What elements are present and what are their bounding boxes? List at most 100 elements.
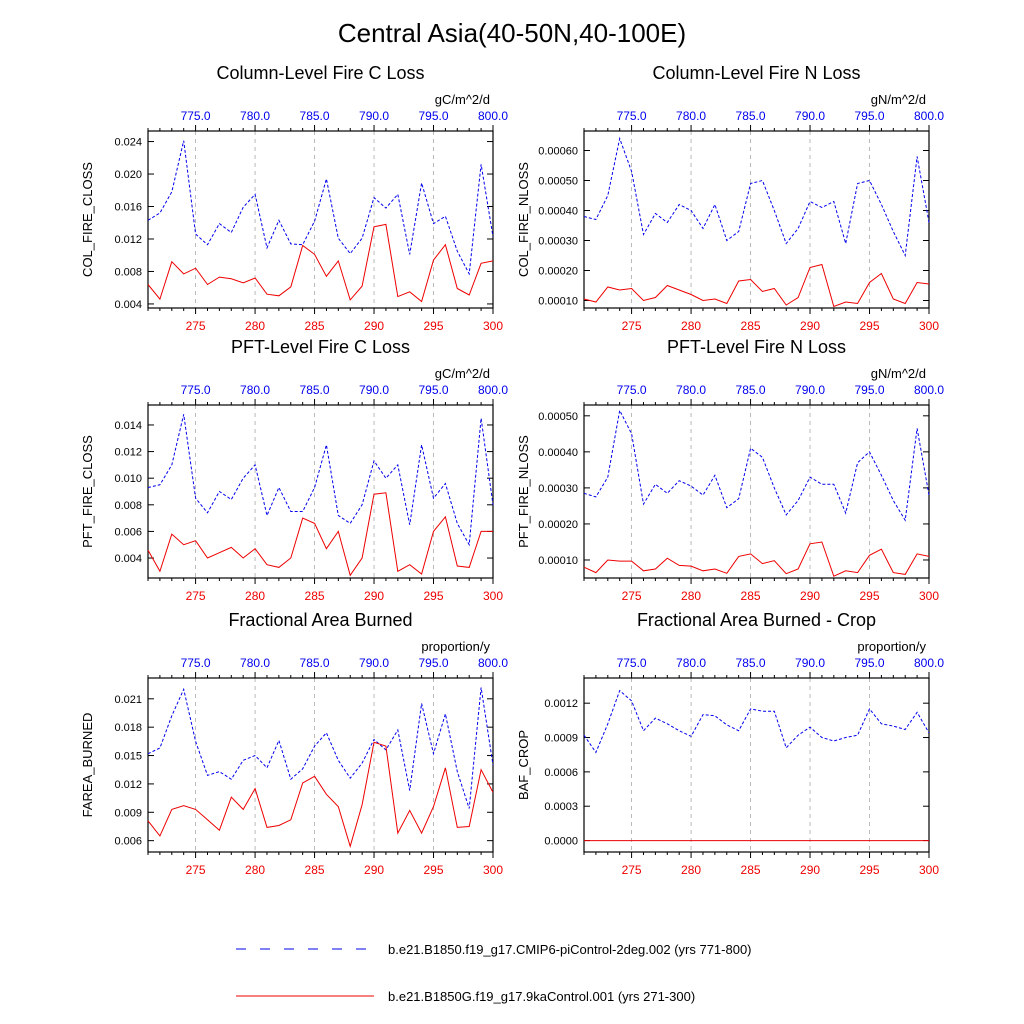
y-tick-label: 0.00050 — [538, 411, 578, 423]
x-top-tick-label: 775.0 — [181, 109, 211, 123]
x-top-tick-label: 790.0 — [359, 383, 389, 397]
x-tick-label: 275 — [186, 589, 206, 603]
y-tick-label: 0.00050 — [538, 176, 578, 188]
y-axis-label: PFT_FIRE_NLOSS — [516, 435, 531, 548]
x-tick-label: 280 — [245, 589, 265, 603]
page-title: Central Asia(40-50N,40-100E) — [338, 18, 686, 48]
x-top-tick-label: 795.0 — [855, 109, 885, 123]
y-tick-label: 0.010 — [114, 473, 142, 485]
x-tick-label: 280 — [245, 319, 265, 333]
y-tick-label: 0.008 — [114, 500, 142, 512]
x-top-tick-label: 780.0 — [676, 109, 706, 123]
x-tick-label: 275 — [186, 863, 206, 877]
x-top-tick-label: 800.0 — [914, 656, 944, 670]
x-top-tick-label: 790.0 — [359, 109, 389, 123]
y-tick-label: 0.00040 — [538, 447, 578, 459]
x-tick-label: 300 — [483, 319, 503, 333]
x-tick-label: 300 — [483, 589, 503, 603]
x-tick-label: 285 — [741, 589, 761, 603]
y-tick-label: 0.006 — [114, 526, 142, 538]
x-tick-label: 290 — [364, 863, 384, 877]
series-line-red — [583, 263, 930, 308]
y-axis-label: BAF_CROP — [516, 730, 531, 800]
y-tick-label: 0.020 — [114, 169, 142, 181]
chart-panel-6: Fractional Area Burned - Crop proportion/… — [516, 610, 944, 877]
x-top-tick-label: 775.0 — [617, 656, 647, 670]
x-tick-label: 275 — [622, 863, 642, 877]
x-top-tick-label: 795.0 — [419, 383, 449, 397]
legend-label-red: b.e21.B1850G.f19_g17.9kaControl.001 (yrs… — [388, 989, 695, 1004]
units-label: proportion/y — [857, 639, 926, 654]
chart-title: Column-Level Fire C Loss — [216, 63, 424, 83]
x-tick-label: 300 — [919, 589, 939, 603]
x-top-tick-label: 800.0 — [478, 383, 508, 397]
y-tick-label: 0.0006 — [544, 767, 578, 779]
x-top-tick-label: 775.0 — [617, 383, 647, 397]
plot-frame — [147, 677, 494, 853]
x-top-tick-label: 785.0 — [300, 383, 330, 397]
chart-title: PFT-Level Fire C Loss — [231, 337, 410, 357]
x-tick-label: 285 — [305, 589, 325, 603]
y-tick-label: 0.0012 — [544, 698, 578, 710]
y-tick-label: 0.00040 — [538, 206, 578, 218]
units-label: gN/m^2/d — [871, 92, 926, 107]
x-tick-label: 295 — [424, 589, 444, 603]
series-line-blue — [147, 414, 494, 547]
x-tick-label: 275 — [622, 319, 642, 333]
chart-title: Column-Level Fire N Loss — [652, 63, 860, 83]
x-top-tick-label: 780.0 — [240, 383, 270, 397]
y-tick-label: 0.004 — [114, 553, 142, 565]
x-top-tick-label: 775.0 — [617, 109, 647, 123]
plot-frame — [147, 404, 494, 579]
units-label: gN/m^2/d — [871, 366, 926, 381]
x-tick-label: 285 — [741, 319, 761, 333]
x-tick-label: 295 — [860, 319, 880, 333]
x-top-tick-label: 785.0 — [300, 656, 330, 670]
units-label: gC/m^2/d — [435, 366, 490, 381]
y-tick-label: 0.008 — [114, 266, 142, 278]
units-label: proportion/y — [421, 639, 490, 654]
chart-title: PFT-Level Fire N Loss — [667, 337, 846, 357]
y-axis-label: COL_FIRE_NLOSS — [516, 162, 531, 277]
series-line-red — [147, 741, 494, 849]
x-tick-label: 285 — [741, 863, 761, 877]
chart-panel-5: Fractional Area Burned proportion/y FAREA_… — [80, 610, 508, 877]
x-tick-label: 290 — [800, 319, 820, 333]
x-top-tick-label: 800.0 — [478, 656, 508, 670]
chart-panel-2: Column-Level Fire N Loss gN/m^2/d COL_FIRE… — [516, 63, 944, 333]
y-tick-label: 0.00060 — [538, 146, 578, 158]
x-top-tick-label: 780.0 — [240, 109, 270, 123]
y-axis-label: COL_FIRE_CLOSS — [80, 162, 95, 277]
y-tick-label: 0.018 — [114, 722, 142, 734]
x-tick-label: 290 — [364, 319, 384, 333]
series-line-blue — [147, 140, 494, 276]
series-line-blue — [583, 689, 930, 754]
x-tick-label: 300 — [919, 319, 939, 333]
y-tick-label: 0.00010 — [538, 296, 578, 308]
series-line-blue — [583, 408, 930, 522]
x-top-tick-label: 775.0 — [181, 656, 211, 670]
y-tick-label: 0.024 — [114, 137, 142, 149]
x-top-tick-label: 800.0 — [914, 383, 944, 397]
legend: b.e21.B1850.f19_g17.CMIP6-piControl-2deg… — [236, 942, 752, 1004]
y-tick-label: 0.015 — [114, 751, 142, 763]
x-top-tick-label: 795.0 — [419, 109, 449, 123]
x-tick-label: 290 — [364, 589, 384, 603]
x-top-tick-label: 795.0 — [855, 383, 885, 397]
chart-panel-4: PFT-Level Fire N Loss gN/m^2/d PFT_FIRE_NL… — [516, 337, 944, 603]
y-tick-label: 0.00030 — [538, 236, 578, 248]
series-line-blue — [583, 136, 930, 258]
x-top-tick-label: 790.0 — [795, 383, 825, 397]
x-top-tick-label: 790.0 — [359, 656, 389, 670]
x-top-tick-label: 780.0 — [676, 656, 706, 670]
units-label: gC/m^2/d — [435, 92, 490, 107]
y-tick-label: 0.0000 — [544, 836, 578, 848]
plot-frame — [583, 677, 930, 853]
y-tick-label: 0.009 — [114, 807, 142, 819]
panels: Column-Level Fire C Loss gC/m^2/d COL_FIRE… — [80, 63, 944, 877]
y-tick-label: 0.00020 — [538, 519, 578, 531]
x-tick-label: 295 — [424, 863, 444, 877]
plot-frame — [583, 130, 930, 309]
x-tick-label: 280 — [681, 319, 701, 333]
